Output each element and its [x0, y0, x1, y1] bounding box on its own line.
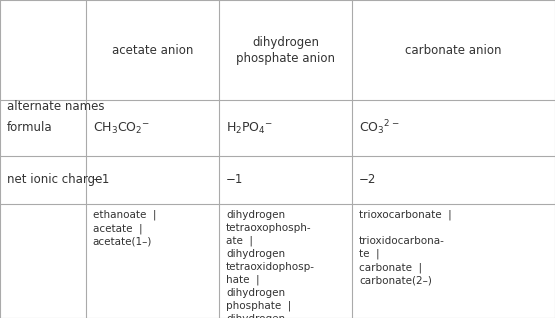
Text: dihydrogen
phosphate anion: dihydrogen phosphate anion	[236, 36, 335, 65]
Text: CO$_3$$^{2-}$: CO$_3$$^{2-}$	[359, 119, 400, 137]
Text: carbonate anion: carbonate anion	[406, 44, 502, 57]
Text: trioxocarbonate  |

trioxidocarbona-
te  |
carbonate  |
carbonate(2–): trioxocarbonate | trioxidocarbona- te | …	[359, 210, 452, 285]
Text: dihydrogen
tetraoxophosph-
ate  |
dihydrogen
tetraoxidophosp-
hate  |
dihydrogen: dihydrogen tetraoxophosph- ate | dihydro…	[226, 210, 315, 318]
Text: formula: formula	[7, 121, 52, 135]
Text: −1: −1	[93, 173, 110, 186]
Text: −2: −2	[359, 173, 376, 186]
Text: CH$_3$CO$_2$$^{-}$: CH$_3$CO$_2$$^{-}$	[93, 121, 150, 135]
Text: H$_2$PO$_4$$^{-}$: H$_2$PO$_4$$^{-}$	[226, 121, 273, 135]
Text: ethanoate  |
acetate  |
acetate(1–): ethanoate | acetate | acetate(1–)	[93, 210, 156, 246]
Text: acetate anion: acetate anion	[112, 44, 193, 57]
Text: −1: −1	[226, 173, 243, 186]
Text: net ionic charge: net ionic charge	[7, 173, 102, 186]
Text: alternate names: alternate names	[7, 100, 104, 113]
